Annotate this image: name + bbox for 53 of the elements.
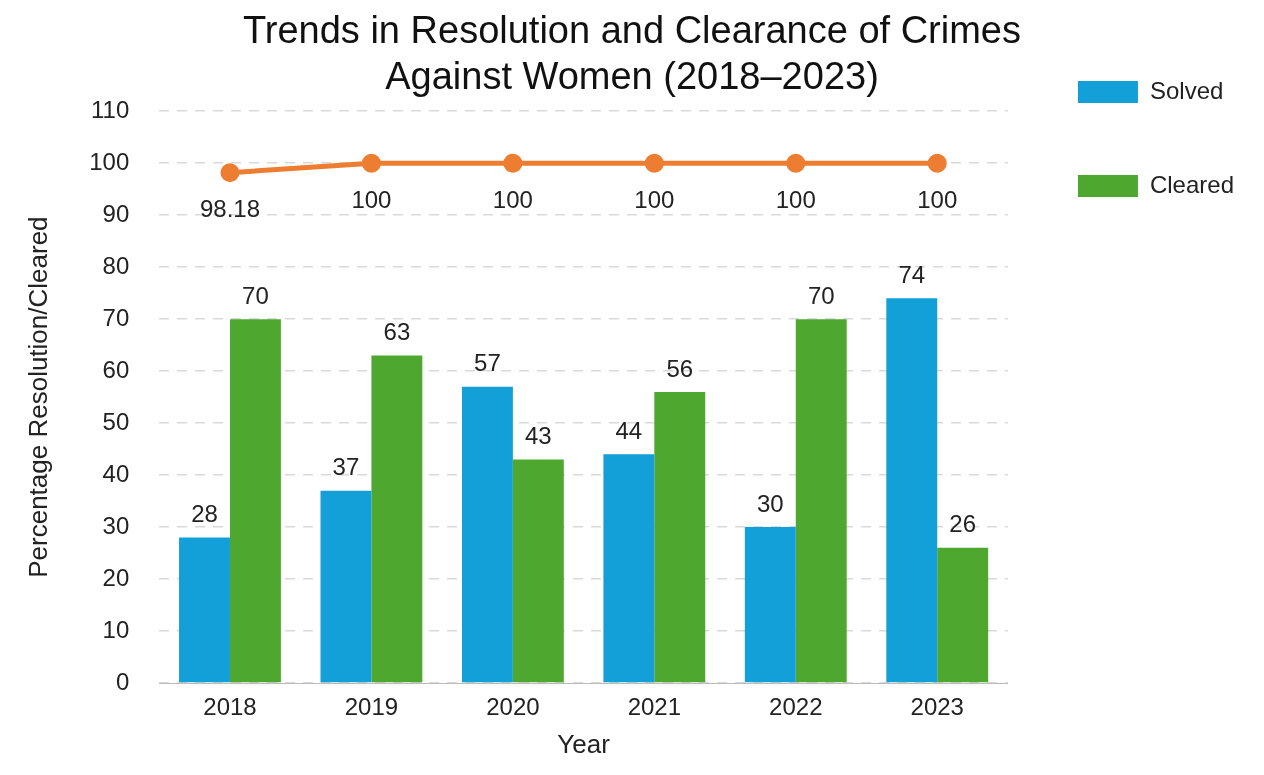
y-tick-label: 50 (102, 407, 130, 435)
y-tick-label: 110 (90, 95, 130, 123)
y-tick-label: 100 (89, 147, 130, 175)
bar (179, 537, 230, 683)
y-tick-label: 80 (102, 251, 130, 279)
data-label: 98.18 (199, 195, 260, 223)
x-tick-label: 2021 (627, 693, 682, 721)
bar (937, 547, 989, 683)
bar (654, 391, 706, 683)
y-tick-label: 90 (102, 199, 130, 227)
data-label: 57 (474, 349, 501, 377)
data-label: 70 (242, 281, 269, 309)
x-tick-label: 2022 (769, 693, 823, 721)
data-label: 63 (383, 318, 411, 346)
legend-label: Solved (1149, 76, 1224, 104)
data-label: 26 (949, 510, 977, 538)
bar (229, 319, 281, 683)
data-label: 37 (332, 453, 360, 481)
y-tick-label: 60 (102, 355, 130, 383)
y-tick-label: 20 (102, 563, 130, 591)
data-label: 30 (756, 489, 784, 517)
data-label: 44 (615, 416, 643, 444)
bar (603, 454, 655, 683)
bar (744, 527, 796, 683)
x-tick-label: 2019 (344, 693, 399, 721)
data-label: 100 (351, 185, 392, 213)
x-axis-title: Year (557, 728, 611, 759)
bar (371, 355, 423, 683)
y-tick-label: 30 (102, 511, 130, 539)
bar (886, 298, 938, 683)
data-label: 56 (666, 354, 694, 382)
data-label: 74 (898, 260, 926, 288)
y-tick-label: 0 (115, 667, 130, 695)
data-label: 70 (807, 281, 835, 309)
bar (320, 490, 372, 683)
y-tick-label: 70 (102, 303, 130, 331)
data-label: 100 (917, 185, 958, 213)
chart-title: Trends in Resolution and Clearance of Crimes Against Women (2018–2023) (243, 9, 1021, 97)
bar (512, 459, 564, 683)
x-tick-label: 2020 (486, 693, 540, 721)
data-label: 100 (492, 185, 533, 213)
y-axis-title: Percentage Resolution/Cleared (22, 216, 53, 578)
x-tick-label: 2018 (203, 693, 257, 721)
data-label: 28 (191, 500, 218, 528)
bar (795, 319, 847, 683)
data-label: 100 (775, 185, 816, 213)
y-tick-label: 40 (102, 459, 130, 487)
data-label: 43 (524, 422, 552, 450)
x-tick-label: 2023 (910, 693, 964, 721)
legend-label: Cleared (1149, 170, 1234, 198)
y-tick-label: 10 (102, 615, 130, 643)
data-label: 100 (634, 185, 675, 213)
bar (461, 386, 513, 683)
